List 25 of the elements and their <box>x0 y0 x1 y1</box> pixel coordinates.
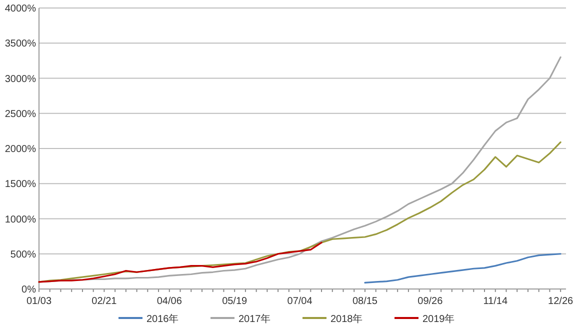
x-tick-label: 11/14 <box>483 296 508 307</box>
line-series <box>38 141 562 283</box>
y-tick-label: 0% <box>22 284 36 296</box>
y-tick-label: 2000% <box>4 144 36 155</box>
x-tick-label: 07/04 <box>287 296 313 307</box>
legend-label: 2016年 <box>146 313 179 325</box>
x-tick-label: 08/15 <box>352 296 378 307</box>
x-tick-label: 05/19 <box>222 296 248 307</box>
legend-label: 2017年 <box>238 313 271 325</box>
legend-label: 2018年 <box>330 313 363 325</box>
legend-label: 2019年 <box>422 313 455 325</box>
line-series <box>364 253 562 284</box>
y-tick-label: 500% <box>10 249 36 260</box>
y-tick-label: 4000% <box>4 4 36 14</box>
x-tick-label: 12/26 <box>548 296 574 307</box>
line-series <box>38 242 322 283</box>
x-tick-label: 01/03 <box>26 296 52 307</box>
y-tick-label: 3500% <box>4 38 36 50</box>
y-tick-label: 2500% <box>4 108 36 120</box>
x-tick-label: 09/26 <box>418 296 444 307</box>
x-tick-label: 04/06 <box>156 296 182 307</box>
y-tick-label: 3000% <box>4 74 36 85</box>
y-tick-label: 1000% <box>4 214 36 226</box>
y-tick-label: 1500% <box>4 179 36 190</box>
x-tick-label: 02/21 <box>92 296 118 307</box>
